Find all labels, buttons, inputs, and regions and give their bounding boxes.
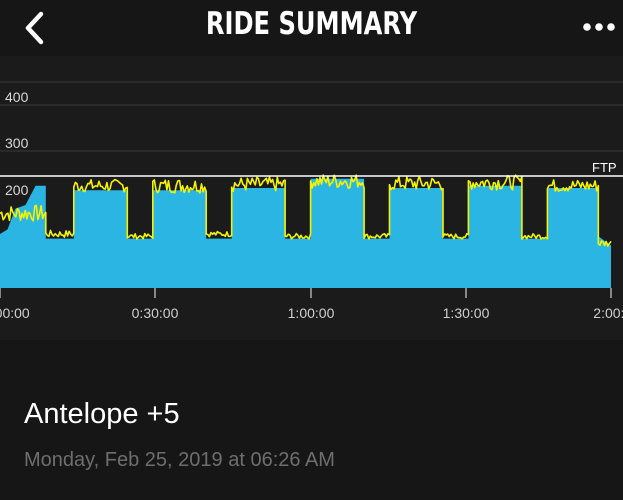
x-tick-label: 1:30:00 xyxy=(443,305,490,321)
y-tick-label: 200 xyxy=(5,182,29,198)
power-chart: 400 300 200 FTP 0:00:00 0:30:00 1:00:00 1:30:00… xyxy=(0,56,623,340)
page-title: RIDE SUMMARY xyxy=(205,6,418,42)
x-tick-label: 2:00:00 xyxy=(593,305,623,321)
power-chart-svg: 400 300 200 FTP 0:00:00 0:30:00 1:00:00 1:30:00… xyxy=(0,81,623,321)
more-dots-icon xyxy=(583,23,615,31)
target-area xyxy=(0,178,611,288)
x-tick-label: 0:00:00 xyxy=(0,305,30,321)
ride-name: Antelope +5 xyxy=(24,398,180,430)
ride-date: Monday, Feb 25, 2019 at 06:26 AM xyxy=(24,449,335,471)
header-bar: RIDE SUMMARY xyxy=(0,0,623,56)
ftp-label: FTP xyxy=(592,160,617,175)
y-tick-label: 400 xyxy=(5,89,29,105)
power-line xyxy=(0,174,612,247)
back-button[interactable] xyxy=(14,8,54,48)
x-tick-label: 1:00:00 xyxy=(288,305,335,321)
chevron-left-icon xyxy=(25,11,44,45)
x-tick-label: 0:30:00 xyxy=(132,305,179,321)
y-tick-label: 300 xyxy=(5,135,29,151)
ride-info-panel: Antelope +5 Monday, Feb 25, 2019 at 06:2… xyxy=(0,340,623,500)
more-options-button[interactable] xyxy=(579,12,619,42)
